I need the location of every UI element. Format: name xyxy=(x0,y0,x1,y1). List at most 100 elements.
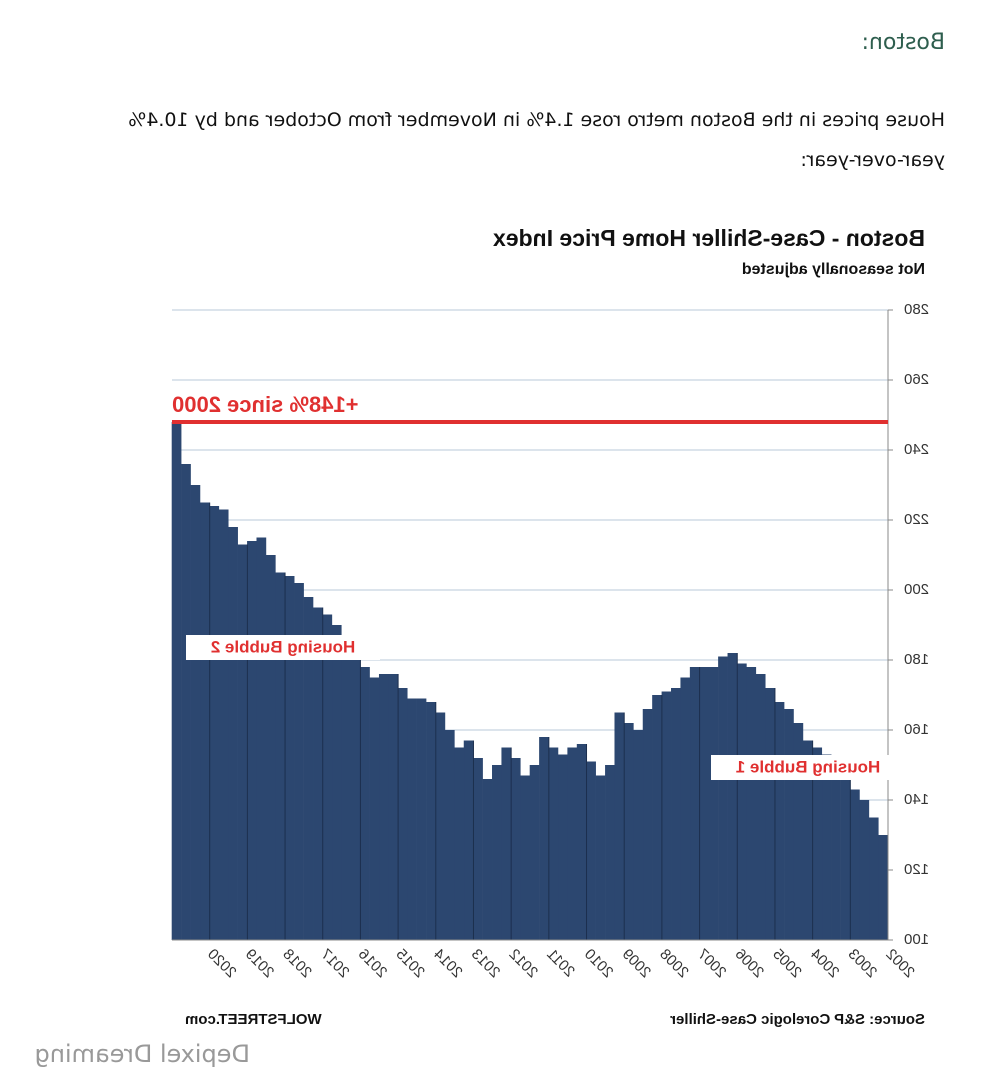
bar xyxy=(774,702,785,940)
bar xyxy=(341,642,351,940)
x-tick-label: 2019 xyxy=(242,946,278,982)
bar xyxy=(407,698,417,940)
bar xyxy=(699,667,709,940)
y-tick-label: 240 xyxy=(904,441,929,458)
bar xyxy=(218,509,229,940)
bar xyxy=(510,758,521,940)
bar xyxy=(473,758,483,940)
y-tick-label: 160 xyxy=(904,721,929,738)
source: Source: S&P Corelogic Case-Shiller xyxy=(670,1011,925,1028)
bar xyxy=(671,688,681,940)
chart-subtitle: Not seasonally adjusted xyxy=(742,261,925,278)
bar xyxy=(548,747,559,940)
bar xyxy=(652,695,662,940)
bar xyxy=(303,597,314,940)
bar xyxy=(237,544,248,940)
bar xyxy=(539,737,549,940)
bar xyxy=(209,506,220,940)
bar xyxy=(746,667,757,940)
y-tick-label: 140 xyxy=(904,791,929,808)
annotation-box xyxy=(711,755,905,780)
bar xyxy=(397,688,408,940)
bar xyxy=(501,747,512,940)
bar xyxy=(463,740,474,940)
bar xyxy=(454,747,465,940)
bar xyxy=(529,765,540,940)
bar xyxy=(228,527,238,940)
bar xyxy=(878,835,888,940)
bar xyxy=(520,775,530,940)
y-tick-label: 260 xyxy=(904,371,929,388)
x-tick-label: 2007 xyxy=(694,946,730,982)
bar xyxy=(784,709,794,940)
credit: WOLFSTREET.com xyxy=(185,1011,322,1028)
bar xyxy=(821,754,832,940)
x-tick-label: 2003 xyxy=(845,946,881,982)
x-tick-label: 2011 xyxy=(543,946,578,981)
x-tick-label: 2013 xyxy=(468,946,504,982)
x-tick-label: 2015 xyxy=(392,946,428,982)
bar xyxy=(802,740,813,940)
bar xyxy=(435,712,446,940)
y-tick-label: 120 xyxy=(904,861,929,878)
bar xyxy=(850,789,860,940)
bar xyxy=(576,744,587,940)
watermark: Depixel Dreaming xyxy=(34,1040,250,1068)
bar xyxy=(680,677,691,940)
x-tick-label: 2004 xyxy=(807,946,843,982)
annotation-box xyxy=(186,635,380,660)
x-tick-label: 2017 xyxy=(317,946,353,982)
bar xyxy=(718,656,728,940)
bar xyxy=(708,667,719,940)
bar xyxy=(444,730,455,940)
annotation: Housing Bubble 2 xyxy=(211,637,356,656)
bar xyxy=(633,730,644,940)
annotation: Housing Bubble 1 xyxy=(736,757,881,776)
bar xyxy=(190,485,201,940)
bar xyxy=(859,800,870,940)
x-tick-label: 2016 xyxy=(355,946,391,982)
bar xyxy=(181,464,191,940)
x-tick-label: 2008 xyxy=(656,946,692,982)
bar xyxy=(661,691,672,940)
bar xyxy=(331,625,342,940)
reference-label: +148% since 2000 xyxy=(172,392,359,417)
y-tick-label: 220 xyxy=(904,511,929,528)
bar xyxy=(322,614,333,940)
bar xyxy=(831,765,841,940)
bar xyxy=(378,674,389,940)
bar xyxy=(755,674,766,940)
bar xyxy=(426,702,436,940)
y-tick-label: 100 xyxy=(904,931,929,948)
bar xyxy=(812,747,823,940)
x-tick-label: 2010 xyxy=(581,946,617,982)
bar xyxy=(689,667,700,940)
bar xyxy=(793,723,804,940)
x-tick-label: 2014 xyxy=(430,946,466,982)
bar xyxy=(586,761,596,940)
bar xyxy=(642,709,653,940)
bar xyxy=(265,555,276,940)
chart-title: Boston - Case-Shiller Home Price Index xyxy=(493,225,925,251)
bar xyxy=(557,754,568,940)
bar xyxy=(350,653,361,940)
bar xyxy=(492,765,502,940)
bar xyxy=(623,723,634,940)
y-tick-label: 280 xyxy=(904,301,929,318)
x-tick-label: 2012 xyxy=(506,946,542,982)
bar xyxy=(247,541,257,940)
bar xyxy=(171,422,182,940)
bar xyxy=(294,583,304,940)
y-tick-label: 180 xyxy=(904,651,929,668)
x-tick-label: 2002 xyxy=(882,946,918,982)
y-tick-label: 200 xyxy=(904,581,929,598)
bar xyxy=(840,779,851,940)
bar xyxy=(605,765,615,940)
bar xyxy=(482,779,493,940)
bar xyxy=(736,663,747,940)
bar xyxy=(727,653,738,940)
bar xyxy=(567,747,578,940)
x-tick-label: 2005 xyxy=(769,946,805,982)
